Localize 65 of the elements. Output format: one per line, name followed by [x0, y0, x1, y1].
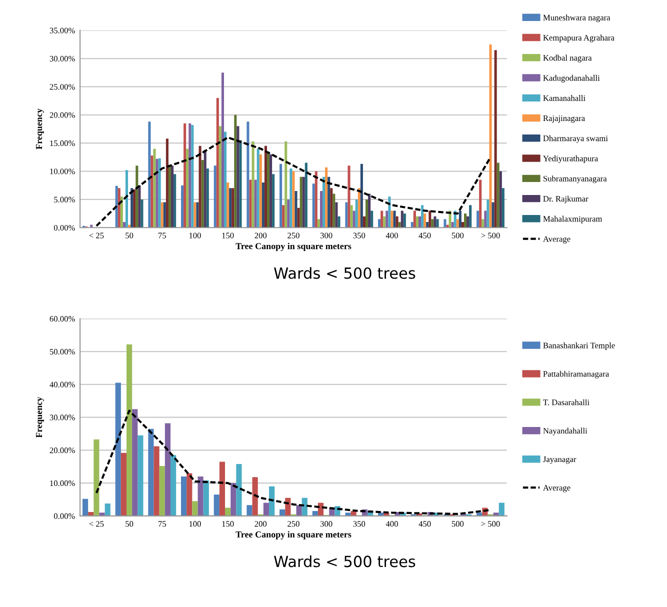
legend-label: Average [543, 236, 570, 244]
y-tick-label: 25.00% [50, 84, 75, 90]
x-tick-label: 50 [126, 521, 134, 527]
x-tick-label: 250 [288, 232, 300, 238]
x-tick-label: 300 [320, 521, 332, 527]
legend-label: Kodbal nagara [543, 54, 592, 62]
y-tick-label: 30.00% [50, 56, 75, 62]
x-tick-label: 400 [386, 521, 398, 527]
x-tick-label: 500 [452, 232, 464, 238]
x-tick-label: > 500 [481, 232, 500, 238]
y-tick-label: 0.00% [54, 513, 75, 519]
y-tick-label: 20.00% [50, 112, 75, 118]
y-axis-title: Frequency [36, 396, 44, 438]
y-tick-label: 30.00% [50, 414, 75, 420]
x-tick-label: 200 [254, 521, 267, 527]
x-tick-label: 150 [222, 232, 234, 238]
x-axis-title: Tree Canopy in square meters [236, 242, 352, 252]
x-tick-label: 150 [222, 521, 234, 527]
y-tick-label: 15.00% [50, 140, 75, 146]
x-axis-title: Tree Canopy in square meters [236, 531, 352, 540]
y-tick-label: 50.00% [50, 348, 75, 355]
x-tick-label: 100 [189, 232, 201, 238]
x-tick-label: 350 [353, 232, 366, 238]
legend-label: T. Dasarahalli [543, 399, 590, 406]
x-tick-label: 400 [386, 232, 398, 238]
x-tick-label: 200 [254, 232, 267, 238]
x-tick-label: < 25 [89, 521, 104, 527]
legend-label: Subramanyanagara [544, 176, 607, 184]
x-tick-label: 100 [189, 521, 201, 527]
x-tick-label: > 500 [481, 521, 500, 527]
x-tick-label: 250 [288, 521, 300, 527]
x-tick-label: 300 [320, 232, 332, 238]
legend-label: Yediyurathapura [543, 155, 598, 164]
x-tick-label: 450 [418, 232, 431, 238]
x-tick-label: 450 [418, 521, 431, 527]
legend-label: Kamanahalli [543, 95, 586, 101]
legend-label: Mahalaxmipuram [543, 216, 602, 224]
legend-label: Rajajinagara [543, 115, 585, 123]
x-tick-label: 500 [452, 521, 464, 527]
y-tick-label: 10.00% [50, 480, 75, 486]
legend-label: Kempapura Agrahara [543, 34, 614, 42]
legend-label: Banashankari Temple [543, 342, 615, 350]
y-axis-title: Frequency [36, 108, 44, 150]
y-tick-label: 5.00% [54, 196, 75, 202]
y-tick-label: 40.00% [50, 382, 75, 388]
x-tick-label: 350 [353, 521, 366, 527]
legend-label: Dharmaraya swami [543, 135, 608, 143]
x-tick-label: 50 [126, 232, 134, 238]
y-tick-label: 20.00% [50, 448, 75, 454]
y-tick-label: 60.00% [50, 316, 75, 322]
legend-label: Muneshwara nagara [543, 14, 610, 22]
legend-label: Pattabhiramanagara [543, 370, 610, 378]
legend-label: Kadugodanahalli [543, 74, 600, 83]
legend-label: Dr. Rajkumar [543, 196, 588, 204]
text: Wards < 500 trees [274, 555, 416, 568]
y-tick-label: 0.00% [54, 224, 75, 231]
x-tick-label: 75 [158, 232, 166, 238]
y-tick-label: 10.00% [50, 168, 75, 174]
legend-label: Jayanagar [543, 456, 576, 464]
y-tick-label: 35.00% [50, 28, 75, 34]
text: Wards < 500 trees [274, 267, 416, 279]
legend-label: Nayandahalli [543, 428, 588, 436]
x-tick-label: 75 [158, 521, 166, 527]
x-tick-label: < 25 [89, 232, 104, 238]
legend-label: Average [543, 484, 570, 492]
